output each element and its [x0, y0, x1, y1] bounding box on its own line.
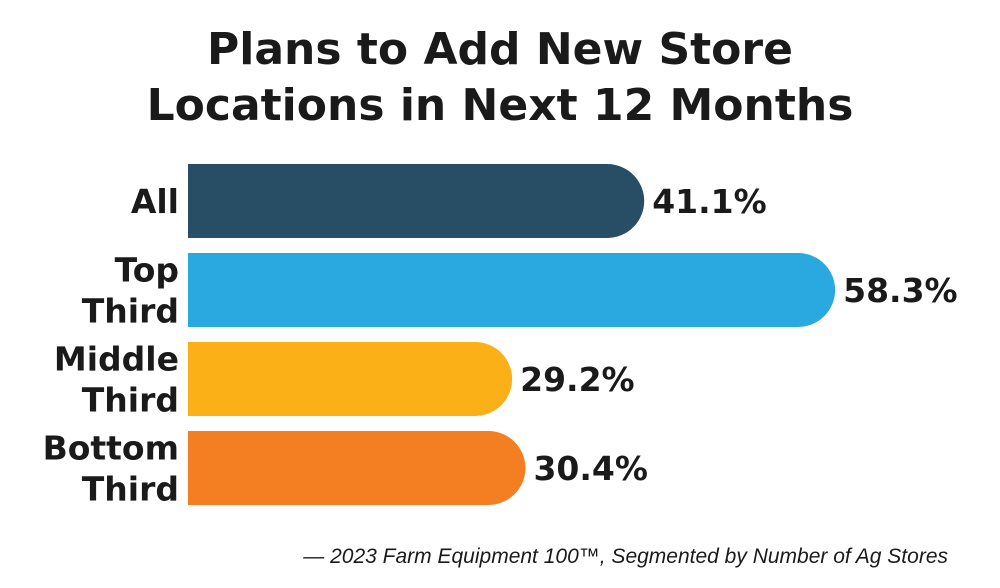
value-label: 29.2% — [520, 360, 635, 399]
category-label: Third — [82, 292, 179, 331]
bar — [188, 164, 645, 238]
category-label: Third — [82, 381, 179, 420]
bar — [188, 431, 526, 505]
bar — [188, 253, 836, 327]
category-label: Middle — [54, 340, 179, 379]
bar — [188, 342, 513, 416]
category-label: Bottom — [43, 429, 179, 468]
chart-title-line-1: Plans to Add New Store — [207, 24, 793, 75]
category-label: Top — [115, 251, 179, 290]
category-label: All — [131, 182, 179, 221]
value-label: 30.4% — [533, 449, 648, 488]
category-label: Third — [82, 470, 179, 509]
chart-title: Plans to Add New Store Locations in Next… — [0, 22, 1000, 134]
source-note: — 2023 Farm Equipment 100™, Segmented by… — [303, 545, 948, 568]
value-label: 58.3% — [843, 271, 958, 310]
chart-title-line-2: Locations in Next 12 Months — [146, 80, 854, 131]
value-label: 41.1% — [652, 182, 767, 221]
